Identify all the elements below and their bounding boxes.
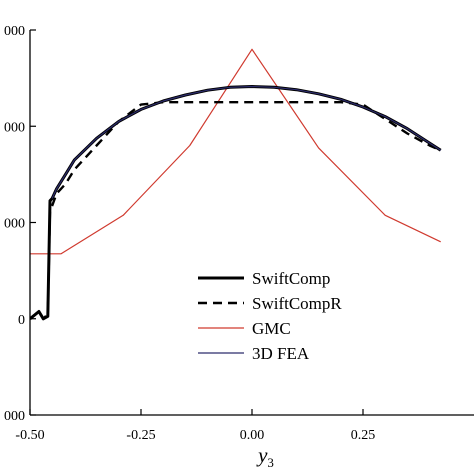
x-tick-label: -0.50 xyxy=(15,428,44,443)
y-tick-label: 000 xyxy=(4,217,25,232)
y-tick-label: 000 xyxy=(4,120,25,135)
y-tick-label: 000 xyxy=(4,409,25,424)
legend: SwiftComp SwiftCompR GMC 3D FEA xyxy=(198,269,342,363)
x-tick-label: -0.25 xyxy=(126,428,155,443)
x-tick-label: 0.00 xyxy=(240,428,265,443)
x-axis-title: y3 xyxy=(256,443,274,470)
x-tick-label: 0.25 xyxy=(351,428,376,443)
series-layer xyxy=(30,48,442,321)
legend-label-gmc: GMC xyxy=(252,319,291,338)
y-tick-label: 000 xyxy=(4,24,25,39)
y-tick-label: 0 xyxy=(18,313,25,328)
series-line-gmc xyxy=(30,48,441,255)
legend-label-swiftcomp: SwiftComp xyxy=(252,269,330,288)
legend-label-3d-fea: 3D FEA xyxy=(252,344,310,363)
series-line-swiftcompr xyxy=(30,101,442,320)
series-line-3d-fea xyxy=(51,85,442,199)
legend-label-swiftcompr: SwiftCompR xyxy=(252,294,342,313)
